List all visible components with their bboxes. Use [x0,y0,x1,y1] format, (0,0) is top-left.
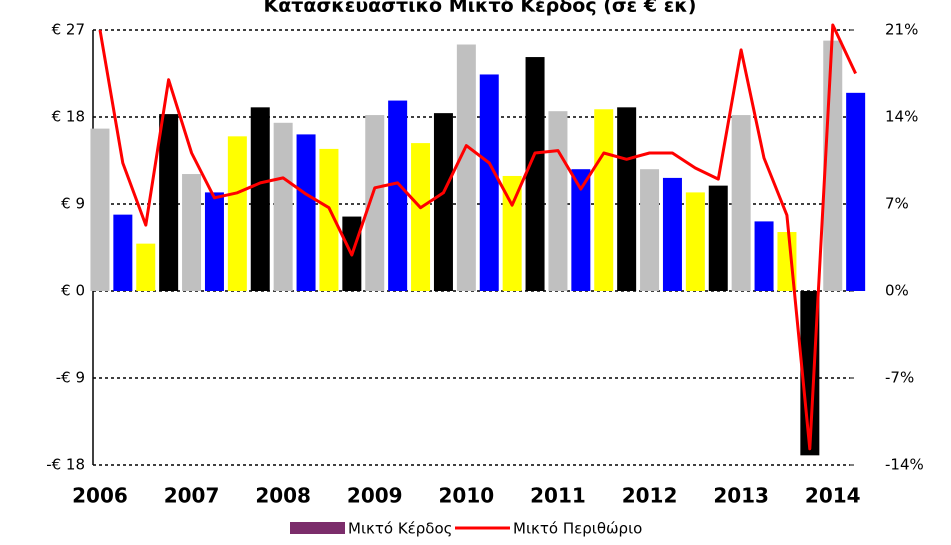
line [98,23,857,451]
bar [388,100,408,291]
bar [685,192,705,291]
bar [525,57,545,291]
bar [227,136,247,291]
chart-title: Κατασκευαστικό Μικτό Κέρδος (σε € εκ) [264,0,697,17]
y-tick-label: € 0 [61,282,85,300]
x-tick-label: 2011 [530,484,586,508]
y2-tick-label: -7% [885,369,914,387]
y-tick-label: -€ 18 [46,456,85,474]
y2-tick-label: 21% [885,21,918,39]
bar [502,175,522,291]
bar [250,107,270,291]
bar [159,114,179,291]
y2-tick-label: 7% [885,195,909,213]
x-tick-label: 2010 [439,484,495,508]
bar [273,122,293,291]
x-tick-label: 2006 [72,484,128,508]
x-tick-label: 2009 [347,484,403,508]
bar [204,192,224,291]
bar [640,169,660,291]
bar [846,92,866,291]
y2-tick-label: -14% [885,456,924,474]
y-tick-label: € 27 [52,21,85,39]
bar [479,74,499,291]
y-tick-label: € 18 [52,108,85,126]
bar [571,169,591,291]
bar [548,111,568,291]
bar [662,177,682,291]
bar [617,107,637,291]
bar [182,174,202,291]
bar [456,44,476,291]
bar [136,243,156,291]
x-tick-label: 2013 [713,484,769,508]
bar [296,134,316,291]
x-tick-label: 2014 [805,484,861,508]
bar [731,115,751,291]
x-tick-label: 2012 [622,484,678,508]
legend-label: Μικτό Κέρδος [348,520,452,538]
bar [319,148,339,291]
bar [708,185,728,291]
y-tick-label: -€ 9 [56,369,85,387]
y2-tick-label: 0% [885,282,909,300]
x-tick-label: 2008 [255,484,311,508]
bar [411,143,431,291]
legend-swatch [290,522,345,534]
y2-tick-label: 14% [885,108,918,126]
bar [433,113,453,291]
legend-label: Μικτό Περιθώριο [513,520,642,538]
x-tick-label: 2007 [164,484,220,508]
bar [365,115,385,291]
y-tick-label: € 9 [61,195,85,213]
bar [754,221,774,291]
bar [113,214,133,291]
bar [90,128,110,291]
bar [594,109,614,292]
